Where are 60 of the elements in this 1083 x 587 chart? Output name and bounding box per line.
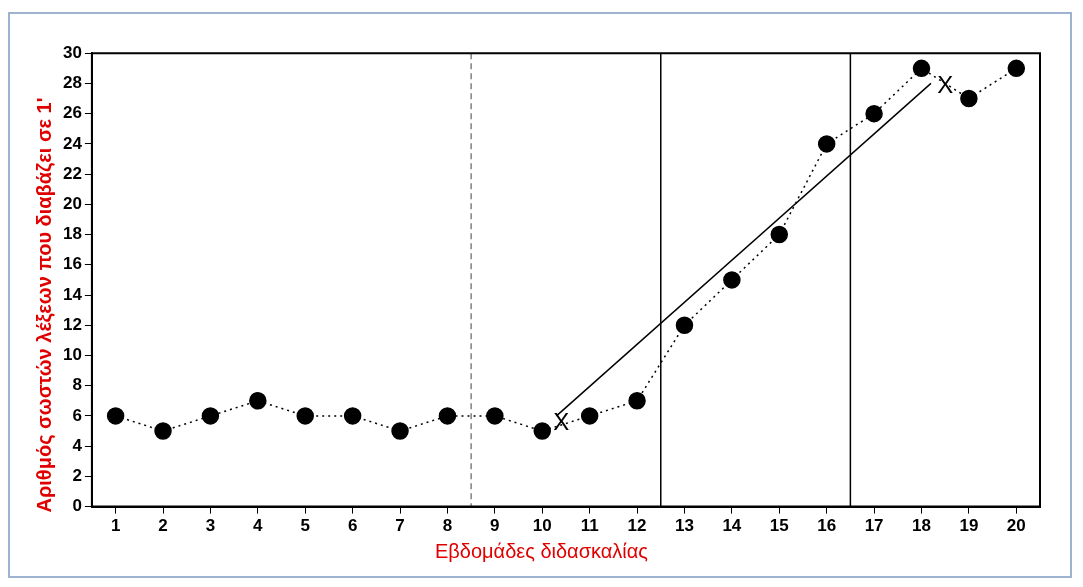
point bbox=[1007, 59, 1026, 78]
y-tick-label: 24 bbox=[62, 133, 83, 153]
x-tick-label: 16 bbox=[817, 516, 837, 536]
x-tick-label: 17 bbox=[864, 516, 884, 536]
y-tick-label: 18 bbox=[62, 224, 82, 244]
x-tick-label: 19 bbox=[959, 516, 979, 536]
y-tick-label: 16 bbox=[62, 254, 82, 274]
x-tick-label: 1 bbox=[110, 516, 121, 536]
x-tick-label: 12 bbox=[627, 516, 647, 536]
x-tick-label: 18 bbox=[912, 516, 931, 536]
x-tick-label: 8 bbox=[442, 516, 453, 536]
point bbox=[912, 59, 931, 78]
x-tick-label: 20 bbox=[1006, 516, 1026, 536]
y-tick-label: 28 bbox=[62, 73, 82, 93]
y-tick-label: 6 bbox=[72, 405, 82, 425]
x-tick-label: 3 bbox=[205, 516, 216, 536]
point bbox=[580, 407, 599, 425]
x-tick-label: 15 bbox=[769, 516, 789, 536]
point bbox=[201, 407, 220, 425]
point bbox=[533, 422, 551, 440]
x-tick-label: 4 bbox=[253, 516, 264, 536]
y-tick-label: 4 bbox=[72, 435, 83, 455]
point bbox=[343, 407, 362, 425]
x-tick-label: 9 bbox=[490, 516, 500, 536]
y-axis-title: Αριθμός σωστών λέξεων που διαβάζει σε 1' bbox=[32, 97, 56, 513]
point bbox=[770, 225, 789, 244]
point bbox=[154, 422, 172, 440]
x-tick-label: 5 bbox=[300, 516, 310, 536]
x-tick-label: 14 bbox=[722, 516, 742, 536]
y-tick-label: 26 bbox=[62, 103, 82, 123]
x-tick-label: 10 bbox=[532, 516, 552, 536]
point bbox=[960, 89, 978, 108]
point bbox=[438, 407, 457, 425]
y-tick-label: 20 bbox=[62, 194, 82, 214]
point bbox=[675, 316, 694, 334]
y-tick-label: 12 bbox=[62, 314, 82, 334]
point bbox=[391, 422, 409, 440]
y-tick-label: 0 bbox=[72, 496, 82, 516]
y-tick-label: 22 bbox=[62, 163, 82, 183]
y-tick-label: 30 bbox=[62, 42, 82, 62]
point bbox=[723, 271, 741, 289]
x-tick-label: 7 bbox=[395, 516, 405, 536]
point bbox=[249, 392, 267, 410]
x-tick-label: 6 bbox=[347, 516, 358, 536]
y-tick-label: 10 bbox=[62, 345, 82, 365]
point bbox=[817, 135, 836, 153]
point bbox=[486, 407, 504, 425]
point bbox=[296, 407, 314, 425]
y-tick-label: 14 bbox=[62, 284, 83, 304]
x-tick-label: 2 bbox=[158, 516, 168, 536]
annotation: X bbox=[553, 408, 570, 436]
y-tick-label: 2 bbox=[72, 466, 82, 486]
y-tick-label: 8 bbox=[72, 375, 82, 395]
x-axis-title: Εβδομάδες διδασκαλίας bbox=[434, 540, 649, 563]
point bbox=[865, 104, 883, 123]
annotation: X bbox=[937, 71, 954, 99]
point bbox=[628, 392, 646, 410]
x-tick-label: 13 bbox=[675, 516, 694, 536]
point bbox=[106, 407, 125, 425]
x-tick-label: 11 bbox=[580, 516, 599, 536]
